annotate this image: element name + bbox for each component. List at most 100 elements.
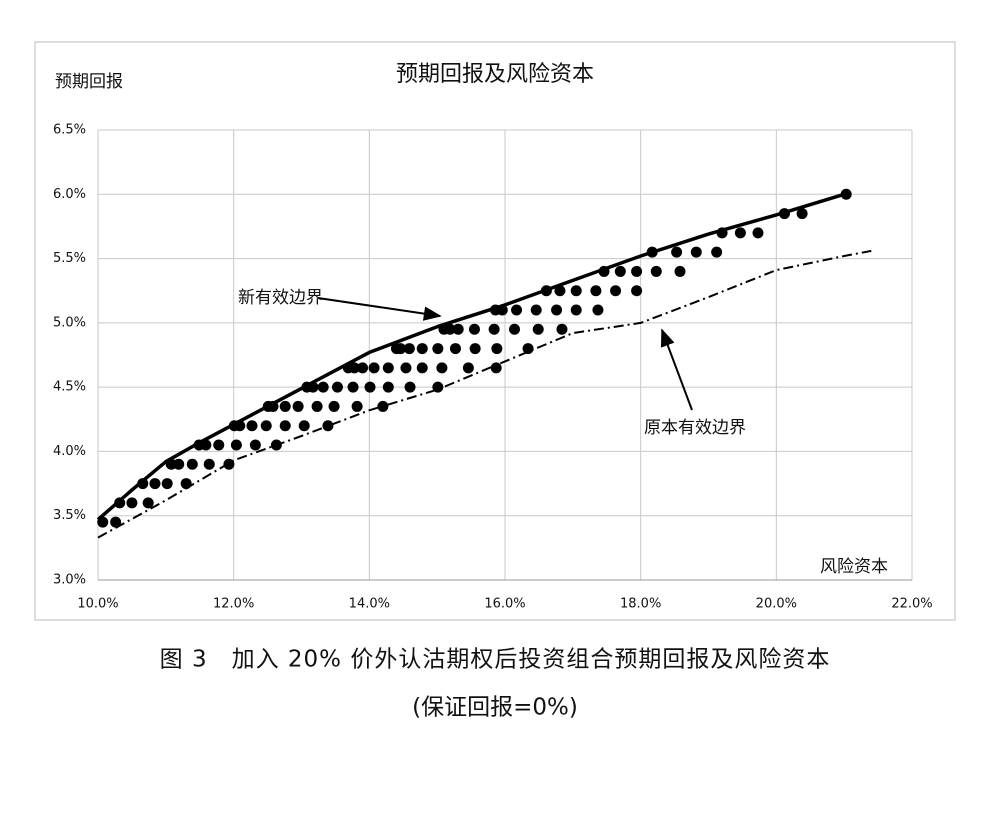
scatter-point (522, 343, 534, 355)
x-tick-label: 16.0% (484, 597, 525, 612)
scatter-point (551, 304, 563, 316)
scatter-point (364, 381, 376, 393)
scatter-point (570, 304, 582, 316)
y-tick-label: 5.0% (53, 315, 86, 330)
scatter-point (674, 265, 686, 277)
scatter-point (161, 478, 173, 490)
scatter-point (614, 265, 626, 277)
chart-frame (34, 41, 956, 621)
y-tick-label: 6.5% (53, 123, 86, 138)
scatter-point (752, 227, 764, 239)
scatter-point (592, 304, 604, 316)
scatter-point (292, 400, 304, 412)
scatter-point (223, 458, 235, 470)
scatter-point (690, 246, 702, 258)
scatter-point (491, 343, 503, 355)
scatter-point (142, 497, 154, 509)
scatter-point (298, 420, 310, 432)
scatter-point (554, 285, 566, 297)
scatter-point (173, 458, 185, 470)
scatter-point (382, 381, 394, 393)
scatter-point (348, 362, 360, 374)
scatter-point (532, 323, 544, 335)
x-axis-label: 风险资本 (820, 557, 888, 577)
x-tick-label: 10.0% (77, 597, 118, 612)
scatter-point (382, 362, 394, 374)
scatter-point (317, 381, 329, 393)
scatter-point (570, 285, 582, 297)
scatter-point (311, 400, 323, 412)
scatter-point (110, 516, 122, 528)
line-annotation: 原本有效边界 (644, 418, 746, 438)
scatter-point (126, 497, 138, 509)
scatter-point (213, 439, 225, 451)
chart-title: 预期回报及风险资本 (396, 62, 594, 87)
frontier-line (97, 249, 872, 539)
y-tick-label: 6.0% (53, 187, 86, 202)
scatter-point (416, 343, 428, 355)
scatter-point (508, 323, 520, 335)
scatter-point (416, 362, 428, 374)
annotation-arrow (317, 297, 442, 321)
scatter-point (556, 323, 568, 335)
scatter-point (650, 265, 662, 277)
scatter-point (203, 458, 215, 470)
scatter-point (711, 246, 723, 258)
scatter-point (631, 265, 643, 277)
scatter-point (368, 362, 380, 374)
scatter-point (452, 323, 464, 335)
scatter-point (230, 439, 242, 451)
y-tick-label: 3.5% (53, 508, 86, 523)
scatter-point (449, 343, 461, 355)
scatter-point (404, 381, 416, 393)
scatter-point (186, 458, 198, 470)
y-tick-label: 4.5% (53, 380, 86, 395)
scatter-point (279, 400, 291, 412)
scatter-point (488, 323, 500, 335)
scatter-point (249, 439, 261, 451)
scatter-point (590, 285, 602, 297)
scatter-point (462, 362, 474, 374)
scatter-point (351, 400, 363, 412)
scatter-point (357, 362, 369, 374)
scatter-point (840, 188, 852, 200)
scatter-point (511, 304, 523, 316)
scatter-point (279, 420, 291, 432)
scatter-point (734, 227, 746, 239)
x-tick-label: 22.0% (891, 597, 932, 612)
y-tick-label: 3.0% (53, 573, 86, 588)
scatter-point (328, 400, 340, 412)
scatter-point (403, 343, 415, 355)
line-annotation: 新有效边界 (238, 288, 323, 308)
scatter-point (347, 381, 359, 393)
x-tick-label: 12.0% (213, 597, 254, 612)
y-tick-label: 4.0% (53, 444, 86, 459)
scatter-point (468, 323, 480, 335)
scatter-point (432, 343, 444, 355)
scatter-point (331, 381, 343, 393)
scatter-point (469, 343, 481, 355)
scatter-point (490, 362, 502, 374)
scatter-point (436, 362, 448, 374)
x-tick-label: 14.0% (349, 597, 390, 612)
scatter-point (149, 478, 161, 490)
scatter-point (796, 208, 808, 220)
scatter-point (610, 285, 622, 297)
scatter-point (530, 304, 542, 316)
scatter-point (444, 323, 456, 335)
x-tick-label: 18.0% (620, 597, 661, 612)
scatter-point (631, 285, 643, 297)
scatter-point (400, 362, 412, 374)
y-axis-label: 预期回报 (55, 72, 123, 92)
scatter-point (395, 343, 407, 355)
scatter-point (246, 420, 258, 432)
scatter-point (260, 420, 272, 432)
caption: 图 3 加入 20% 价外认沽期权后投资组合预期回报及风险资本 (160, 647, 831, 673)
x-tick-label: 20.0% (756, 597, 797, 612)
scatter-point (322, 420, 334, 432)
y-tick-label: 5.5% (53, 251, 86, 266)
scatter-point (671, 246, 683, 258)
frontier-line (96, 192, 845, 521)
annotation-arrow (660, 328, 693, 411)
